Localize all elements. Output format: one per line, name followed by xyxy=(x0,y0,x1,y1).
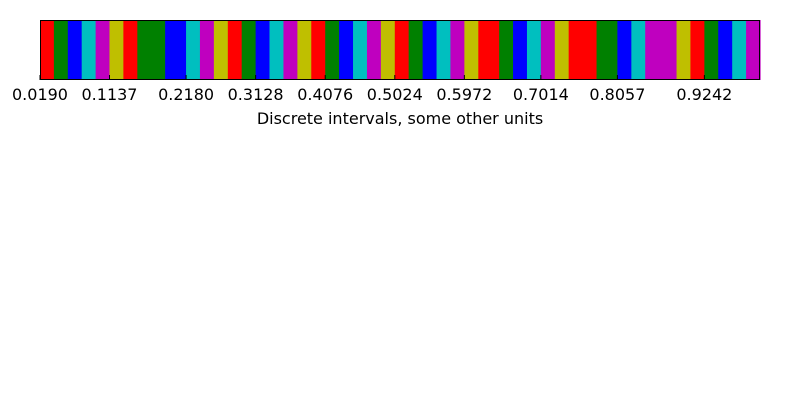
color-segment xyxy=(213,20,229,80)
color-segment xyxy=(186,20,201,80)
color-segment xyxy=(394,20,410,80)
color-segment xyxy=(631,20,646,80)
color-segment xyxy=(137,20,166,80)
tick-label: 0.8057 xyxy=(589,85,645,104)
x-axis-label: Discrete intervals, some other units xyxy=(257,109,543,128)
color-segment xyxy=(450,20,465,80)
color-segment xyxy=(81,20,97,80)
tick-label: 0.1137 xyxy=(82,85,138,104)
color-segment xyxy=(499,20,514,80)
color-segment xyxy=(283,20,298,80)
color-segment xyxy=(554,20,570,80)
color-segment xyxy=(109,20,124,80)
color-segment xyxy=(269,20,285,80)
color-segment xyxy=(325,20,340,80)
color-segment xyxy=(478,20,500,80)
color-segment xyxy=(718,20,733,80)
tick-label: 0.2180 xyxy=(158,85,214,104)
color-segment xyxy=(464,20,479,80)
tick-label: 0.0190 xyxy=(12,85,68,104)
color-segment xyxy=(690,20,705,80)
tick-label: 0.5024 xyxy=(367,85,423,104)
color-segment xyxy=(408,20,424,80)
tick-label: 0.3128 xyxy=(228,85,284,104)
color-segment xyxy=(53,20,69,80)
color-segment xyxy=(366,20,382,80)
color-segment xyxy=(526,20,542,80)
color-segment xyxy=(311,20,326,80)
color-segment xyxy=(617,20,632,80)
color-segment xyxy=(676,20,692,80)
color-segment xyxy=(255,20,271,80)
color-segment xyxy=(645,20,678,80)
color-segment xyxy=(513,20,528,80)
color-segment xyxy=(422,20,438,80)
color-segment xyxy=(40,20,55,80)
color-segment xyxy=(67,20,83,80)
tick-label: 0.4076 xyxy=(297,85,353,104)
tick-label: 0.7014 xyxy=(513,85,569,104)
color-segment xyxy=(353,20,368,80)
color-segment xyxy=(540,20,556,80)
color-segment xyxy=(199,20,215,80)
color-segment xyxy=(227,20,243,80)
color-segment xyxy=(746,20,761,80)
color-segment xyxy=(123,20,138,80)
color-segment xyxy=(596,20,618,80)
color-segment xyxy=(339,20,354,80)
colorbar-frame xyxy=(40,20,760,80)
color-segment xyxy=(380,20,396,80)
color-segment xyxy=(568,20,598,80)
color-segment xyxy=(704,20,719,80)
color-segment xyxy=(732,20,747,80)
tick-label: 0.5972 xyxy=(436,85,492,104)
color-segment xyxy=(165,20,187,80)
color-segment xyxy=(241,20,257,80)
color-segment xyxy=(95,20,111,80)
color-segment xyxy=(297,20,312,80)
color-segments xyxy=(40,20,761,80)
color-segment xyxy=(436,20,452,80)
tick-label: 0.9242 xyxy=(676,85,732,104)
tick-labels: 0.0190 0.1137 0.2180 0.3128 0.4076 0.5024 0.59… xyxy=(12,85,732,104)
